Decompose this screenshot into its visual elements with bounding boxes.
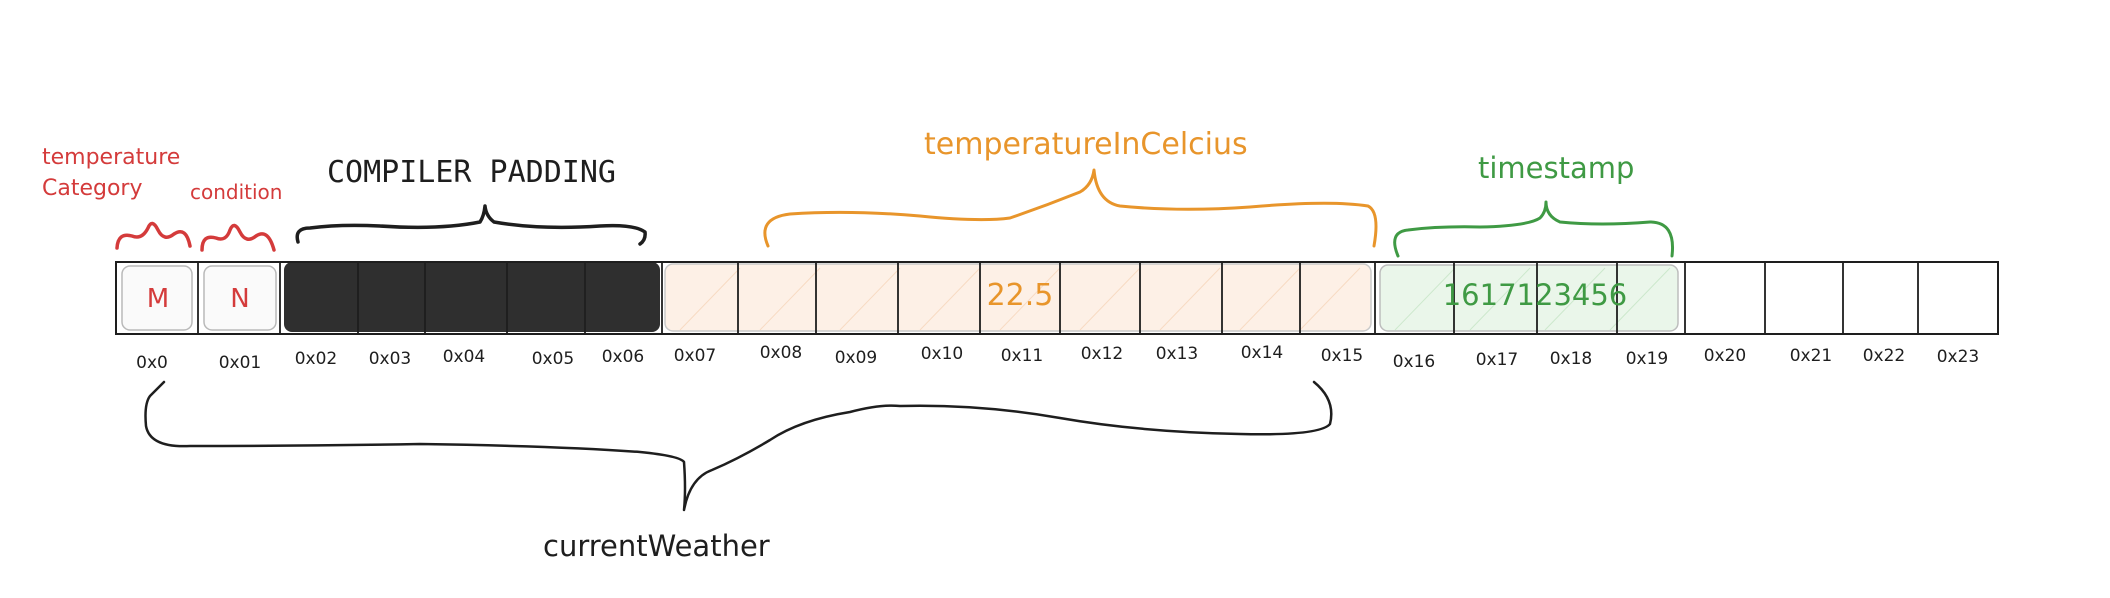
address-label: 0x0	[136, 353, 168, 373]
temperature-category-value: M	[147, 284, 169, 314]
temperature-category-brace	[115, 221, 192, 250]
address-label: 0x10	[921, 344, 964, 364]
temperature-category-label-line2: Category	[42, 176, 143, 201]
memory-strip	[115, 261, 1999, 335]
temperature-in-celcius-label: temperatureInCelcius	[924, 127, 1248, 162]
address-label: 0x02	[295, 349, 338, 369]
address-label: 0x14	[1241, 343, 1284, 363]
condition-brace	[200, 223, 276, 252]
address-label: 0x23	[1937, 347, 1980, 367]
address-label: 0x16	[1393, 352, 1436, 372]
address-label: 0x06	[602, 347, 645, 367]
address-label: 0x20	[1704, 346, 1747, 366]
temperature-category-label-line1: temperature	[42, 145, 180, 170]
timestamp-value: 1617123456	[1443, 278, 1628, 312]
address-label: 0x19	[1626, 349, 1669, 369]
address-label: 0x15	[1321, 346, 1364, 366]
current-weather-brace	[144, 380, 1333, 512]
temperature-category-label: temperature Category	[42, 145, 187, 201]
address-labels: 0x0 0x01 0x02 0x03 0x04 0x05 0x06 0x07 0…	[136, 343, 1979, 373]
address-label: 0x07	[674, 346, 717, 366]
address-label: 0x05	[532, 349, 575, 369]
current-weather-label: currentWeather	[543, 529, 770, 563]
address-label: 0x04	[443, 347, 486, 367]
address-label: 0x12	[1081, 344, 1124, 364]
condition-label: condition	[190, 180, 282, 204]
address-label: 0x09	[835, 348, 878, 368]
compiler-padding-block	[284, 262, 660, 332]
address-label: 0x01	[219, 353, 262, 373]
cell-dividers	[197, 262, 1919, 334]
temperature-in-celcius-brace	[763, 168, 1378, 248]
address-label: 0x11	[1001, 346, 1044, 366]
temperature-in-celcius-block	[664, 263, 1372, 332]
condition-value: N	[230, 284, 249, 314]
address-label: 0x03	[369, 349, 412, 369]
temperature-category-box	[121, 265, 193, 331]
compiler-padding-label: COMPILER PADDING	[327, 155, 616, 190]
timestamp-label: timestamp	[1478, 151, 1634, 185]
address-label: 0x17	[1476, 350, 1519, 370]
address-label: 0x22	[1863, 346, 1906, 366]
timestamp-brace	[1393, 200, 1675, 258]
address-label: 0x13	[1156, 344, 1199, 364]
compiler-padding-brace	[295, 204, 647, 246]
temperature-hatch	[679, 267, 1361, 331]
address-label: 0x08	[760, 343, 803, 363]
address-label: 0x21	[1790, 346, 1833, 366]
temperature-in-celcius-value: 22.5	[987, 278, 1054, 313]
address-label: 0x18	[1550, 349, 1593, 369]
condition-box	[203, 265, 277, 331]
timestamp-hatch	[1394, 267, 1671, 331]
